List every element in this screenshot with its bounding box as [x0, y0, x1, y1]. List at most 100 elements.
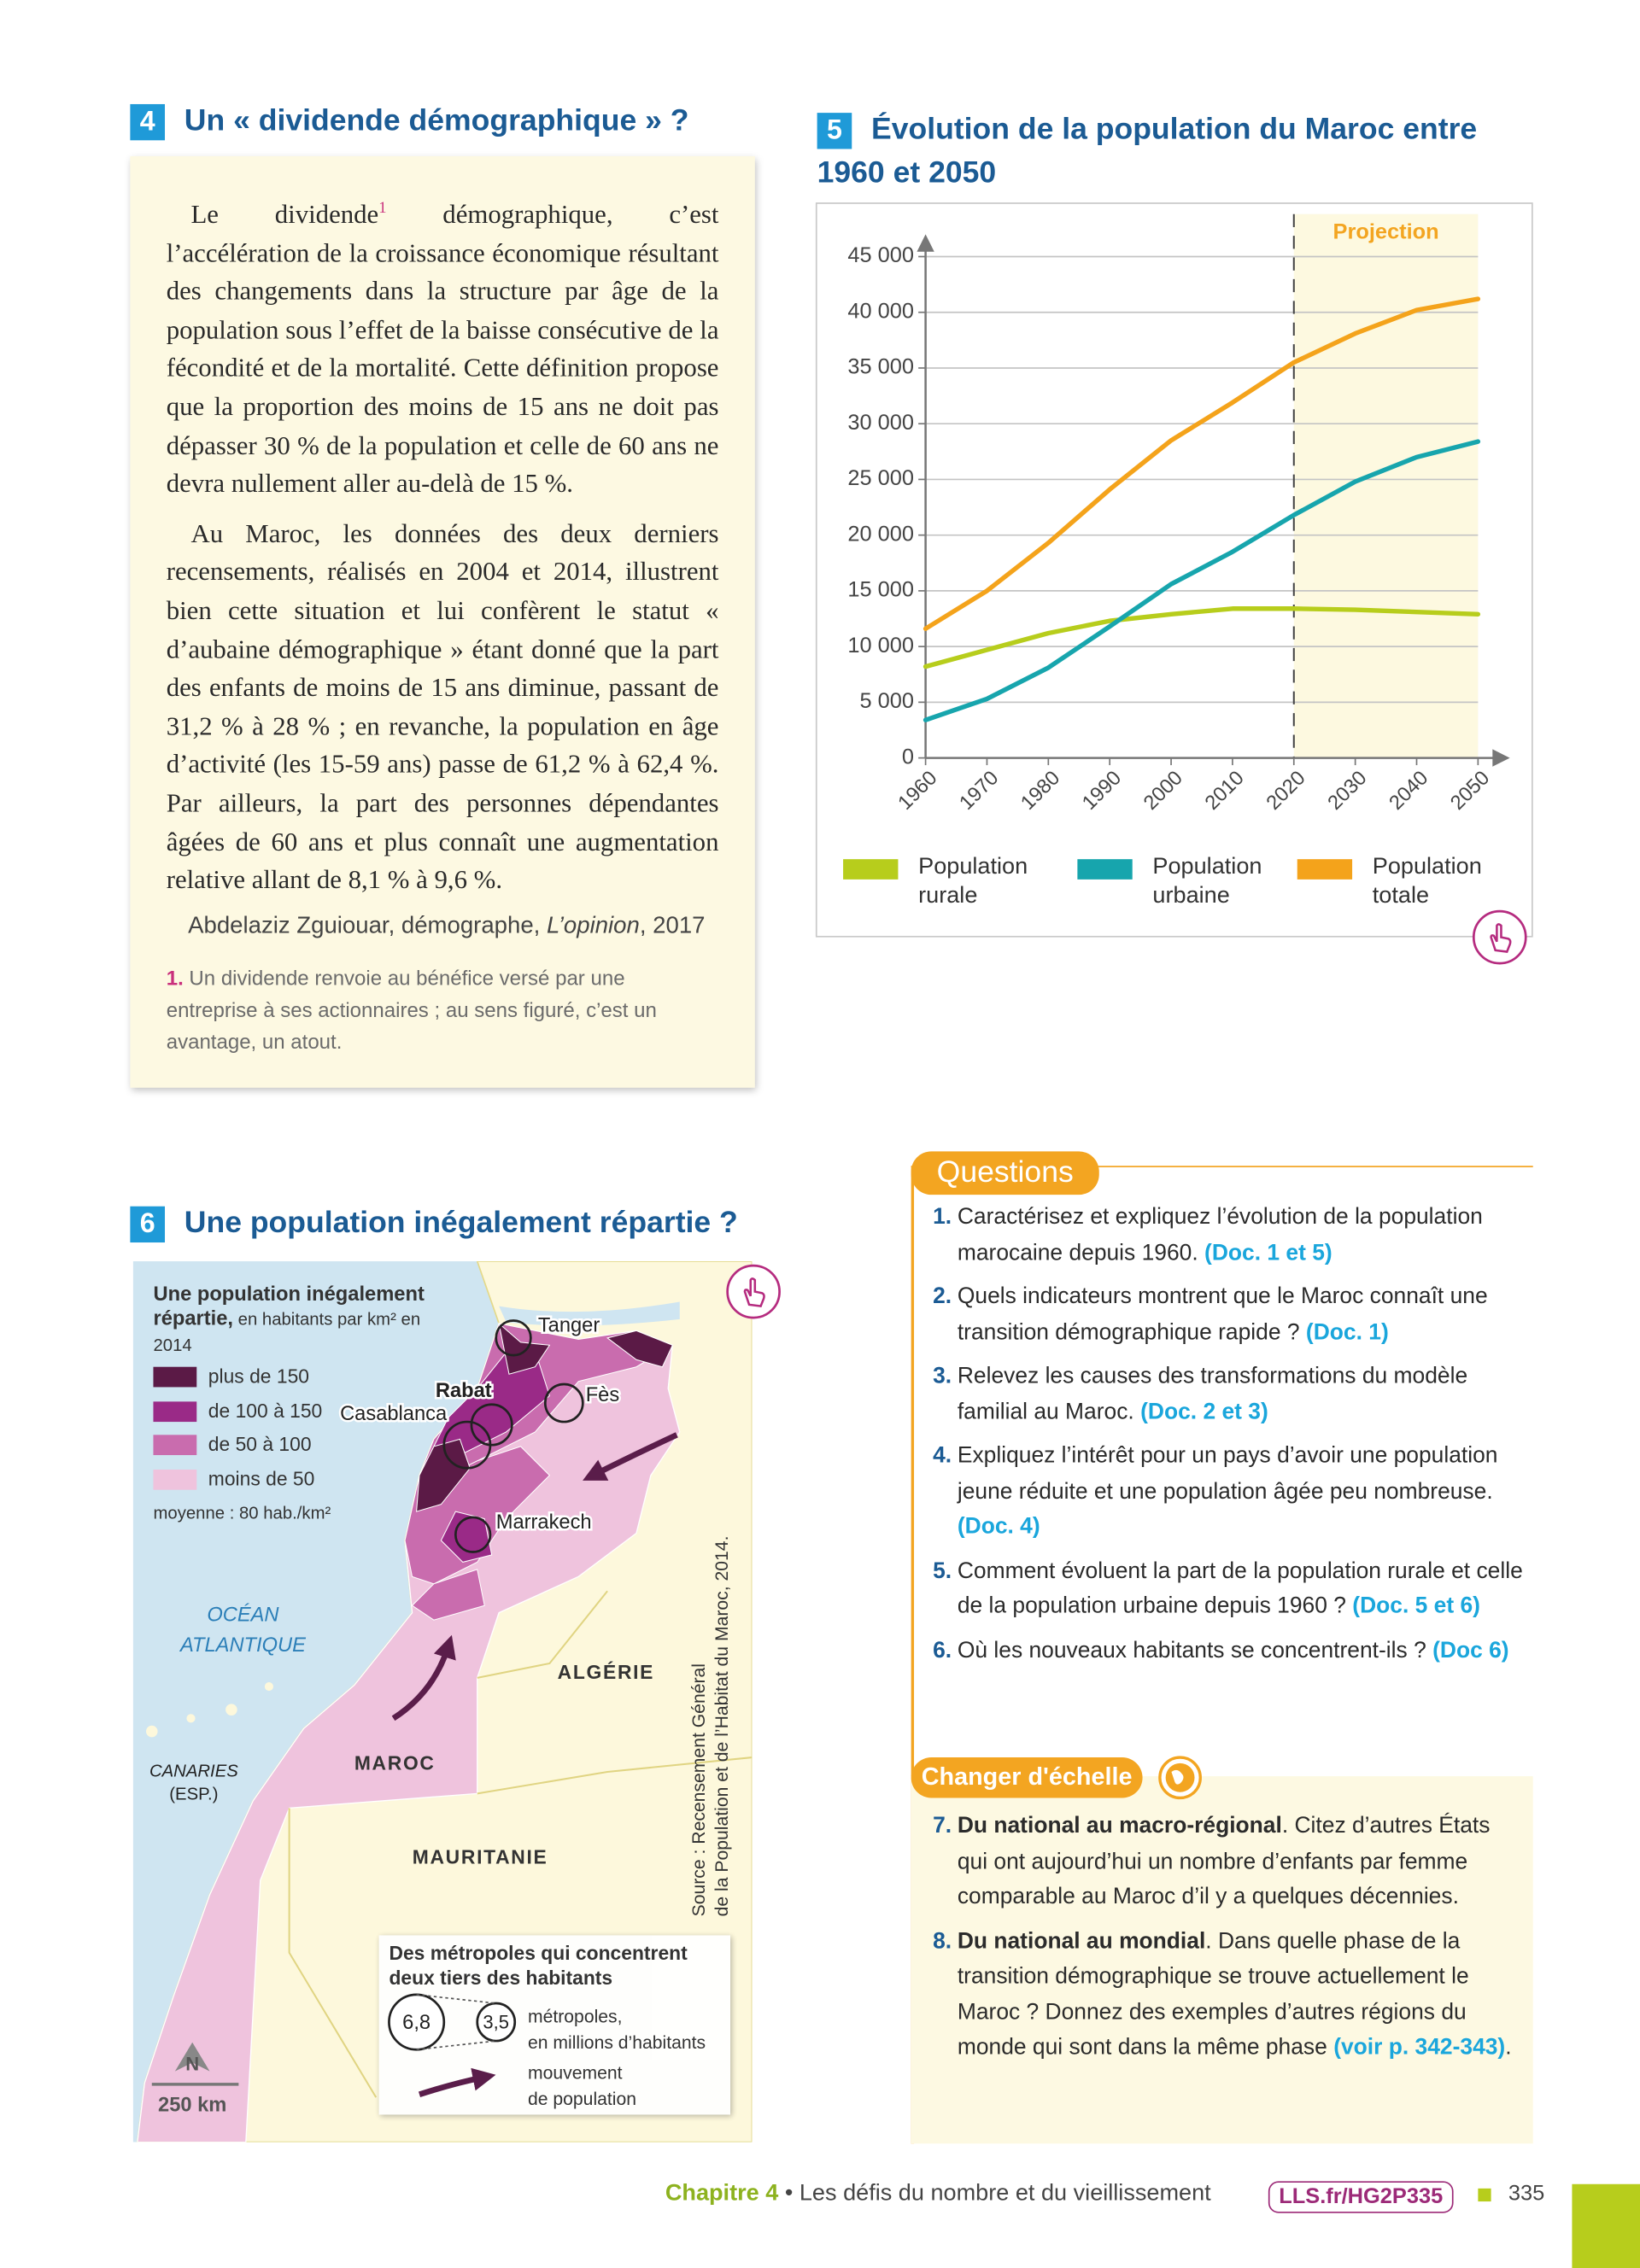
- globe-icon: [1158, 1756, 1202, 1800]
- islands-label: (ESP.): [169, 1785, 218, 1803]
- projection-band: [1293, 213, 1479, 758]
- question-number: 2.: [933, 1284, 952, 1309]
- map-legend-title: Une population inégalement répartie, en …: [153, 1282, 457, 1359]
- question-number: 5.: [933, 1558, 952, 1583]
- rule: [911, 1166, 915, 2144]
- island: [226, 1704, 237, 1716]
- doc-title: Un « dividende démographique » ?: [184, 103, 689, 137]
- x-tick-label: 1970: [956, 767, 1004, 815]
- strait: [499, 1301, 680, 1326]
- inset-text: métropoles,: [528, 2008, 623, 2027]
- series-line: [922, 296, 1481, 631]
- region: [606, 1330, 673, 1368]
- map-legend-swatch: [153, 1366, 197, 1388]
- metro-circle: [454, 1516, 492, 1553]
- metro-circle: [495, 1319, 532, 1357]
- questions: 1. Caractérisez et expliquez l’évolution …: [933, 1201, 1529, 1678]
- doc4-heading: 4 Un « dividende démographique » ?: [130, 103, 689, 141]
- map-source: de la Population et de l’Habitat du Maro…: [712, 1536, 732, 1917]
- corner-block: [1572, 2183, 1640, 2268]
- question-body: Relevez les causes des transformations d…: [958, 1359, 1529, 1430]
- question: 6. Où les nouveaux habitants se concentre…: [933, 1634, 1529, 1669]
- doc-number: 4: [130, 103, 166, 141]
- text: Abdelaziz Zguiouar, démographe,: [188, 912, 548, 939]
- ocean-label: OCÉAN: [207, 1603, 279, 1626]
- city-label: Rabat: [436, 1380, 492, 1402]
- question-text: Quels indicateurs montrent que le Maroc …: [957, 1284, 1488, 1345]
- movement-arrow: [391, 1634, 456, 1721]
- question-text: Comment évoluent la part de la populatio…: [957, 1558, 1523, 1619]
- footer: Chapitre 4 • Les défis du nombre et du v…: [665, 2181, 1211, 2207]
- map-source: Source : Recensement Général: [689, 1663, 709, 1916]
- map-legend-label: plus de 150: [208, 1365, 310, 1388]
- marker: [1478, 2188, 1491, 2202]
- island: [186, 1714, 196, 1723]
- text: Une population inégalement répartie,: [153, 1281, 425, 1330]
- text: Un dividende renvoie au bénéfice versé p…: [166, 967, 657, 1055]
- footnote: 1. Un dividende renvoie au bénéfice vers…: [167, 963, 701, 1059]
- question: 4. Expliquez l’intérêt pour un pays d’avo…: [933, 1439, 1529, 1546]
- link[interactable]: LLS.fr/HG2P335: [1268, 2181, 1454, 2213]
- text-box: [130, 155, 755, 1088]
- map-legend-swatch: [153, 1435, 197, 1456]
- map-legend-label: de 100 à 150: [208, 1400, 323, 1422]
- metro-circle: [543, 1382, 584, 1423]
- series-line: [922, 606, 1481, 669]
- question: 7. Du national au macro-régional. Citez d…: [933, 1809, 1526, 1916]
- question-body: Du national au mondial. Dans quelle phas…: [958, 1925, 1526, 2066]
- question-number: 1.: [933, 1205, 952, 1230]
- text: , 2017: [639, 912, 706, 939]
- doc-number: 5: [817, 113, 852, 149]
- legend-label: Population totale: [1372, 855, 1482, 909]
- doc6-heading: 6 Une population inégalement répartie ?: [130, 1206, 738, 1243]
- question-number: 4.: [933, 1443, 952, 1469]
- legend: Population rurale Population urbaine Popul…: [843, 853, 1523, 918]
- hand-icon[interactable]: [724, 1263, 782, 1321]
- text: Le dividende: [190, 199, 379, 229]
- y-tick-label: 5 000: [860, 689, 915, 713]
- x-axis-arrow: [1492, 749, 1510, 767]
- paragraph: Le dividende1 démographique, c’est l’acc…: [167, 190, 719, 503]
- question-text: Caractérisez et expliquez l’évolution de…: [957, 1205, 1483, 1266]
- country-label: MAURITANIE: [413, 1846, 548, 1868]
- inset-big: 6,8: [402, 2012, 430, 2034]
- country-label: ALGÉRIE: [558, 1661, 654, 1683]
- doc-title: Évolution de la population du Maroc entr…: [817, 113, 1478, 190]
- north-arrow: [174, 2042, 210, 2072]
- y-tick-label: 15 000: [847, 578, 914, 602]
- question-ref: (voir p. 342-343): [1333, 2035, 1506, 2060]
- legend-swatch: [843, 859, 899, 880]
- average: moyenne : 80 hab./km²: [153, 1502, 331, 1523]
- map-legend-swatch: [153, 1400, 197, 1422]
- y-tick-label: 40 000: [847, 299, 914, 323]
- question-text: Où les nouveaux habitants se concentrent…: [957, 1638, 1426, 1663]
- x-tick-label: 2020: [1262, 767, 1310, 815]
- chapter-title: • Les défis du nombre et du vieillisseme…: [778, 2181, 1211, 2207]
- question-text: . Dans quelle phase de la transition dém…: [957, 1928, 1469, 2060]
- y-tick-label: 0: [902, 745, 914, 769]
- y-tick-label: 35 000: [847, 355, 914, 379]
- inset-text: mouvement: [528, 2064, 623, 2084]
- scale-questions: 7. Du national au macro-régional. Citez d…: [933, 1809, 1526, 2075]
- inset-title: Des métropoles qui concentrent deux tier…: [389, 1942, 688, 1990]
- hand-icon[interactable]: [1471, 909, 1529, 967]
- x-tick-label: 1990: [1078, 767, 1126, 815]
- question-text: . Citez d’autres États qui ont aujourd’h…: [957, 1814, 1491, 1909]
- country-label: MAROC: [354, 1752, 436, 1774]
- north-label: N: [185, 2054, 199, 2075]
- city-label: Fès: [586, 1384, 619, 1406]
- paragraph: Au Maroc, les données des deux derniers …: [166, 518, 719, 895]
- question-body: Comment évoluent la part de la populatio…: [958, 1554, 1529, 1625]
- question-number: 6.: [933, 1638, 952, 1663]
- city-label: Casablanca: [340, 1403, 448, 1425]
- inset-guide: [416, 1994, 496, 2051]
- question-ref: (Doc 6): [1432, 1638, 1509, 1663]
- question-body: Expliquez l’intérêt pour un pays d’avoir…: [958, 1439, 1529, 1546]
- x-tick-label: 2050: [1447, 767, 1495, 815]
- doc-number: 6: [130, 1206, 166, 1243]
- note-number: 1.: [166, 967, 184, 991]
- metropoles: [442, 1319, 584, 1553]
- map-legend-swatch: [153, 1470, 197, 1490]
